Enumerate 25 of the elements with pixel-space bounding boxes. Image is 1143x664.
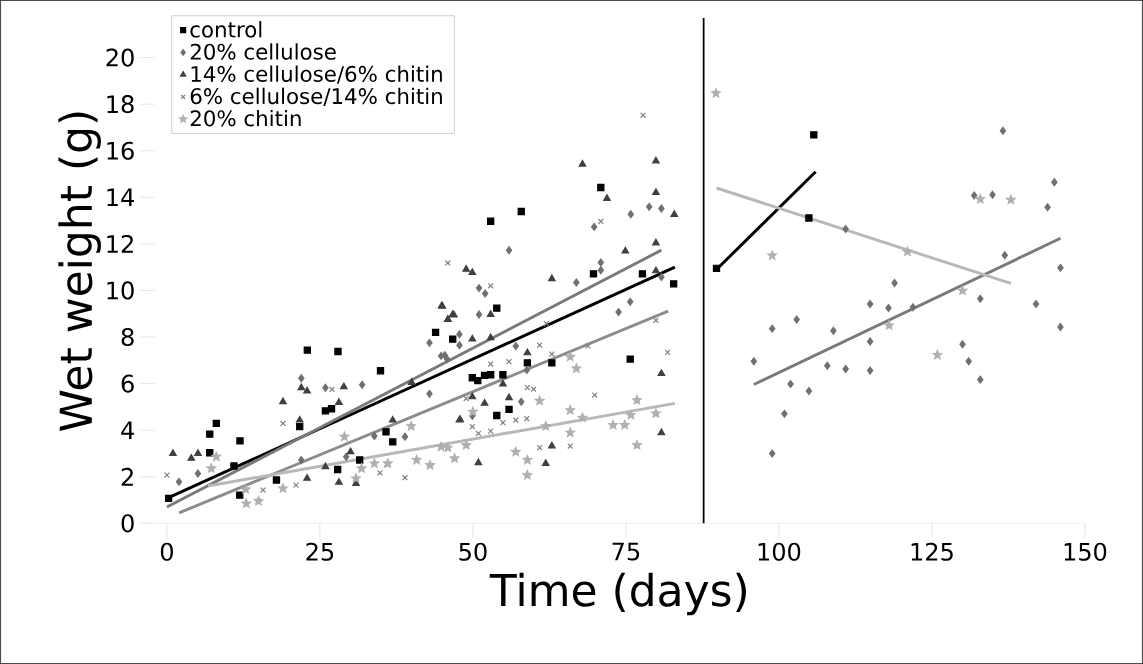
- y-tick-label: 12: [107, 234, 133, 253]
- legend-label: 6% cellulose/14% chitin: [190, 87, 442, 106]
- y-axis-title: Wet weight (g): [58, 112, 101, 432]
- x-tick-label: 75: [612, 542, 640, 561]
- y-tick-label: 18: [107, 95, 134, 114]
- legend-label: 20% cellulose: [190, 43, 336, 60]
- x-tick-label: 50: [459, 542, 487, 561]
- y-tick-label: 10: [107, 281, 134, 300]
- x-tick-label: 100: [758, 542, 801, 561]
- x-axis-title: Time (days): [489, 572, 746, 616]
- y-tick-label: 16: [107, 141, 134, 160]
- y-tick-label: 6: [121, 374, 134, 393]
- x-tick-label: 150: [1064, 542, 1107, 561]
- legend-label: control: [190, 21, 262, 38]
- y-tick-label: 2: [121, 467, 133, 486]
- x-tick-label: 0: [160, 542, 173, 561]
- legend-label: 20% chitin: [190, 109, 301, 127]
- y-tick-label: 4: [121, 421, 134, 439]
- x-tick-label: 125: [911, 542, 953, 561]
- legend-label: 14% cellulose/6% chitin: [191, 65, 442, 84]
- y-tick-label: 8: [121, 327, 134, 347]
- y-tick-label: 0: [121, 514, 134, 533]
- x-tick-label: 25: [306, 542, 334, 561]
- y-tick-label: 14: [107, 188, 134, 207]
- y-tick-label: 20: [106, 48, 134, 67]
